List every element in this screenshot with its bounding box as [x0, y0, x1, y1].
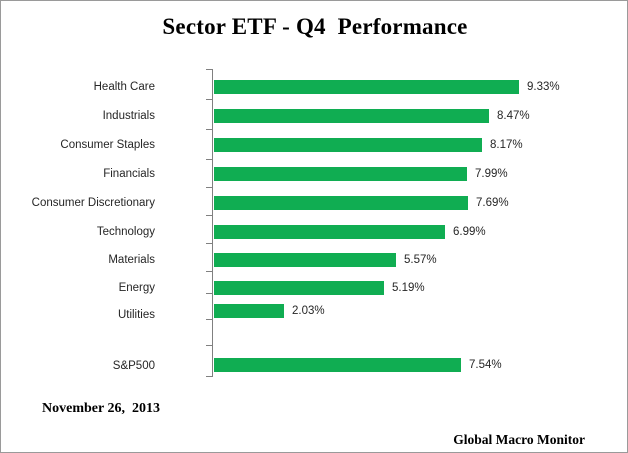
bar-value-label: 5.19% [392, 282, 425, 294]
category-label: Industrials [102, 110, 155, 122]
bar-technology [214, 225, 445, 239]
axis-tick [206, 129, 212, 130]
bar-utilities [214, 304, 284, 318]
category-label: Utilities [117, 309, 155, 321]
axis-tick [206, 215, 212, 216]
bar-financials [214, 167, 467, 181]
category-label: Consumer Discretionary [31, 197, 155, 209]
axis-tick [206, 243, 212, 244]
category-label: Energy [118, 282, 155, 294]
category-label: Consumer Staples [60, 139, 155, 151]
axis-tick [206, 99, 212, 100]
category-label: Materials [108, 254, 155, 266]
bar-value-label: 6.99% [453, 226, 486, 238]
category-axis-line [212, 69, 213, 377]
axis-tick [206, 159, 212, 160]
bar-sp500 [214, 358, 461, 372]
axis-tick [206, 319, 212, 320]
bar-value-label: 8.47% [497, 110, 530, 122]
bar-consumer-staples [214, 138, 482, 152]
bar-value-label: 9.33% [527, 81, 560, 93]
axis-tick [206, 293, 212, 294]
bar-value-label: 7.69% [476, 197, 509, 209]
bar-industrials [214, 109, 489, 123]
bar-value-label: 7.99% [475, 168, 508, 180]
axis-tick [206, 187, 212, 188]
axis-tick [206, 271, 212, 272]
category-label: Health Care [93, 81, 155, 93]
category-label: S&P500 [112, 360, 155, 372]
chart-title: Sector ETF - Q4 Performance [162, 14, 468, 39]
bar-value-label: 7.54% [469, 359, 502, 371]
axis-tick [206, 69, 212, 70]
footer-brand-name: Global Macro Monitor [453, 432, 585, 447]
footer-attribution: Global Macro Monitor macromon.wordpress.… [433, 397, 585, 452]
bar-energy [214, 281, 384, 295]
category-label: Technology [96, 226, 155, 238]
bar-value-label: 2.03% [292, 305, 325, 317]
category-label: Financials [103, 168, 155, 180]
bar-materials [214, 253, 396, 267]
bar-consumer-discretionary [214, 196, 468, 210]
bar-value-label: 8.17% [490, 139, 523, 151]
axis-tick [206, 376, 212, 377]
footer-date: November 26, 2013 [42, 401, 160, 416]
bar-value-label: 5.57% [404, 254, 437, 266]
axis-tick [206, 345, 212, 346]
bar-health-care [214, 80, 519, 94]
